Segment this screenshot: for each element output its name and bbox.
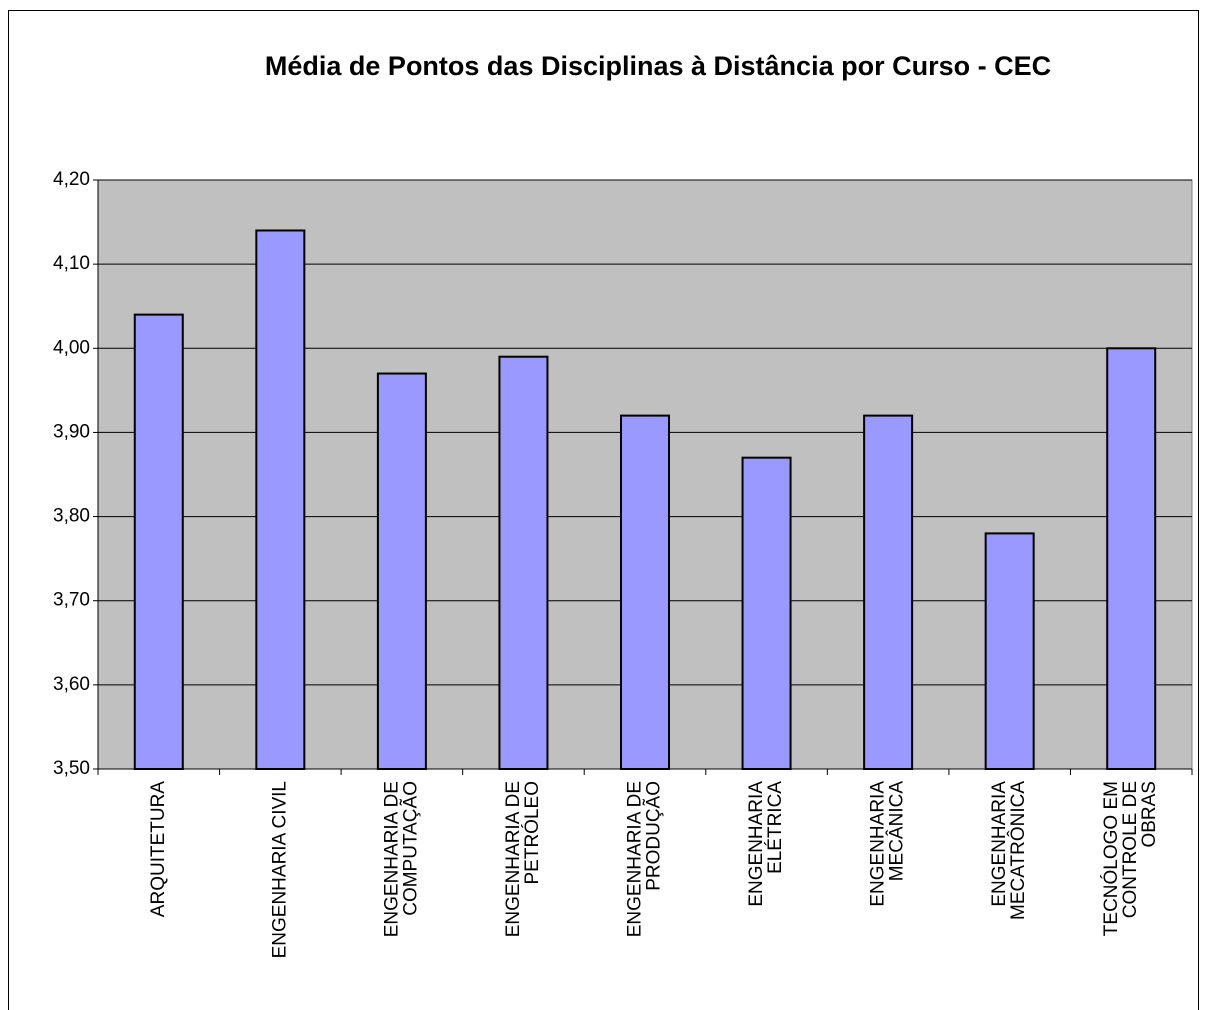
x-tick-label: MECATRÔNICA: [1007, 781, 1029, 920]
bar: [498, 355, 549, 770]
x-tick-label: ENGENHARIA: [989, 781, 1010, 907]
x-tick-label: ENGENHARIA: [746, 781, 767, 907]
x-tick-label: ENGENHARIA: [868, 781, 889, 907]
x-tick-label: COMPUTAÇÃO: [399, 781, 421, 916]
bar: [741, 456, 792, 770]
y-tick-label: 4,20: [53, 169, 90, 190]
y-tick-label: 3,90: [53, 421, 90, 442]
chart-title: Média de Pontos das Disciplinas à Distân…: [265, 51, 1051, 81]
bar: [376, 372, 427, 770]
bar: [863, 414, 914, 770]
x-tick-label: ENGENHARIA CIVIL: [269, 781, 290, 958]
x-tick-label: TECNÓLOGO EM: [1100, 781, 1122, 936]
bar: [133, 313, 184, 770]
y-tick-label: 3,80: [53, 506, 90, 527]
x-tick-label: ENGENHARIA DE: [625, 781, 646, 937]
y-tick-label: 3,70: [53, 590, 90, 611]
x-tick-label: CONTROLE DE: [1120, 781, 1141, 918]
bar: [620, 414, 670, 770]
bar: [255, 229, 306, 770]
y-tick-label: 3,50: [53, 758, 90, 779]
bar: [1106, 347, 1157, 770]
x-tick-label: OBRAS: [1139, 781, 1160, 848]
x-tick-label: ELÉTRICA: [765, 781, 786, 874]
x-tick-label: ENGENHARIA DE: [503, 781, 524, 937]
x-tick-label: PETRÓLEO: [521, 781, 543, 884]
x-tick-label: ENGENHARIA DE: [381, 781, 402, 937]
y-tick-label: 4,00: [53, 337, 90, 358]
y-tick-label: 4,10: [53, 253, 90, 274]
y-tick-label: 3,60: [53, 674, 90, 695]
x-tick-label: ARQUITETURA: [148, 781, 169, 918]
bar: [984, 532, 1035, 771]
x-tick-label: MECÂNICA: [886, 781, 908, 882]
x-tick-label: PRODUÇÃO: [643, 781, 665, 891]
